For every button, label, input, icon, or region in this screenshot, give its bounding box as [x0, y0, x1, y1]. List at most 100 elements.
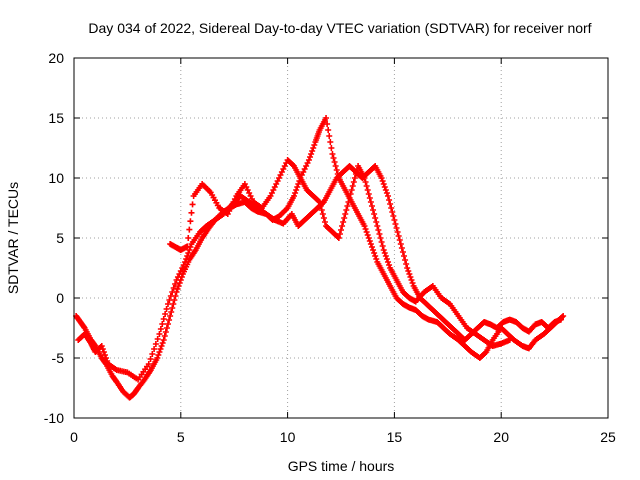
- x-tick-label: 5: [177, 429, 185, 445]
- data-point: [184, 253, 191, 259]
- data-point: [321, 219, 328, 225]
- data-point: [367, 241, 374, 247]
- data-point: [159, 340, 166, 346]
- x-axis-label: GPS time / hours: [288, 458, 395, 474]
- data-point: [381, 184, 388, 190]
- data-point: [158, 343, 165, 349]
- data-point: [361, 175, 368, 181]
- x-tick-label: 0: [70, 429, 78, 445]
- data-point: [166, 317, 173, 323]
- data-point: [403, 261, 410, 267]
- data-point: [103, 355, 110, 361]
- data-point: [396, 237, 403, 243]
- data-point: [162, 329, 169, 335]
- data-point: [328, 145, 335, 151]
- data-point: [407, 274, 414, 280]
- data-point: [347, 191, 354, 197]
- data-point: [349, 183, 356, 189]
- data-point: [329, 151, 336, 157]
- data-point: [186, 247, 193, 253]
- data-point: [291, 193, 298, 199]
- data-point: [327, 139, 334, 145]
- data-point: [315, 198, 322, 204]
- data-point: [370, 207, 377, 213]
- y-tick-label: 20: [48, 50, 64, 66]
- data-point: [368, 244, 375, 250]
- data-point: [152, 341, 159, 347]
- data-point: [406, 271, 413, 277]
- data-point: [185, 250, 192, 256]
- data-point: [182, 259, 189, 265]
- data-point: [373, 256, 380, 262]
- data-point: [399, 249, 406, 255]
- data-point: [145, 361, 152, 367]
- data-point: [186, 226, 193, 233]
- data-point: [398, 245, 405, 251]
- data-point: [383, 190, 390, 196]
- data-point: [339, 223, 346, 229]
- data-point: [333, 167, 340, 173]
- data-point: [336, 231, 343, 237]
- data-point: [309, 148, 316, 154]
- data-point: [382, 253, 389, 259]
- data-point: [409, 280, 416, 286]
- data-point: [156, 331, 163, 337]
- data-point: [325, 127, 332, 133]
- y-tick-label: -10: [44, 410, 64, 426]
- data-point: [351, 175, 358, 181]
- data-point: [163, 325, 170, 331]
- data-point: [389, 209, 396, 215]
- chart-title: Day 034 of 2022, Sidereal Day-to-day VTE…: [88, 20, 591, 36]
- data-point: [164, 301, 171, 307]
- data-point: [558, 316, 565, 323]
- data-point: [402, 257, 409, 263]
- data-point: [161, 333, 168, 339]
- data-point: [363, 229, 370, 235]
- data-point: [366, 195, 373, 201]
- data-point: [160, 337, 167, 343]
- data-point: [292, 190, 299, 196]
- data-point: [155, 352, 162, 358]
- data-point: [386, 262, 393, 268]
- data-point: [352, 171, 359, 177]
- data-point: [362, 226, 369, 232]
- data-point: [368, 203, 375, 209]
- data-point: [379, 243, 386, 249]
- y-tick-label: 15: [48, 110, 64, 126]
- data-point: [364, 187, 371, 193]
- data-point: [188, 209, 195, 216]
- data-point: [365, 235, 372, 241]
- y-tick-label: 0: [56, 290, 64, 306]
- data-point: [316, 199, 323, 205]
- data-point: [560, 313, 567, 319]
- data-point: [391, 217, 398, 223]
- data-point: [341, 215, 348, 221]
- data-point: [167, 313, 174, 319]
- data-point: [331, 159, 338, 165]
- y-tick-label: 5: [56, 230, 64, 246]
- data-point: [371, 250, 378, 256]
- data-point: [342, 211, 349, 217]
- data-point: [101, 352, 108, 358]
- data-point: [404, 265, 411, 271]
- data-point: [343, 207, 350, 213]
- data-point: [184, 243, 191, 250]
- data-point: [506, 337, 513, 343]
- data-point: [377, 235, 384, 241]
- data-point: [317, 203, 324, 209]
- data-point: [168, 309, 175, 315]
- data-point: [163, 306, 170, 312]
- data-point: [381, 250, 388, 256]
- y-tick-label: -5: [52, 350, 65, 366]
- data-point: [157, 326, 164, 332]
- data-point: [149, 351, 156, 357]
- data-point: [350, 179, 357, 185]
- data-point: [187, 218, 194, 225]
- data-point: [363, 183, 370, 189]
- data-point: [392, 221, 399, 227]
- x-tick-label: 20: [493, 429, 509, 445]
- data-point: [151, 346, 158, 352]
- data-point: [159, 321, 166, 327]
- data-point: [370, 247, 377, 253]
